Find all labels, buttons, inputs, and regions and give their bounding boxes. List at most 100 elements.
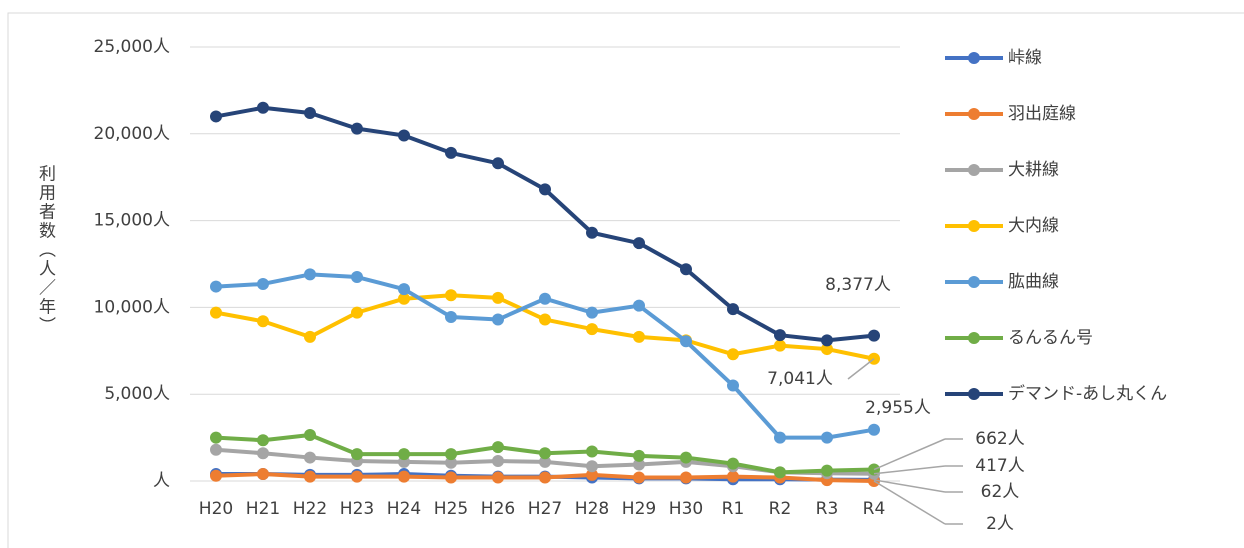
legend-marker [968,276,980,288]
data-point [633,449,645,462]
data-point [868,329,880,342]
data-point [633,237,645,250]
data-point [257,468,269,481]
x-tick-label: R3 [816,499,839,519]
x-tick-label: H23 [340,499,374,519]
x-tick-label: H24 [387,499,421,519]
data-point [539,447,551,460]
data-point [633,299,645,312]
x-tick-label: R1 [722,499,745,519]
legend-marker [968,164,980,176]
data-point [257,277,269,290]
data-point [727,470,739,483]
x-tick-label: H29 [622,499,656,519]
data-point [774,339,786,352]
data-point [539,292,551,305]
data-point [351,306,363,319]
legend-marker [968,388,980,400]
y-tick-label: 20,000人 [94,124,170,144]
y-tick-label: 15,000人 [94,211,170,231]
data-point [398,292,410,305]
data-point [774,466,786,479]
legend-label: 肱曲線 [1008,272,1059,292]
x-tick-label: H28 [575,499,609,519]
data-point [351,271,363,284]
legend-marker [968,52,980,64]
data-point [398,129,410,142]
data-point [633,330,645,343]
x-tick-label: R2 [769,499,792,519]
data-point [680,471,692,484]
data-point [821,343,833,356]
data-point [210,469,222,482]
legend-marker [968,332,980,344]
data-point [539,183,551,196]
data-point [304,451,316,464]
data-point [210,431,222,444]
data-point [586,323,598,336]
data-point [351,448,363,461]
data-point [586,460,598,473]
data-label: 62人 [981,482,1020,502]
data-point [445,310,457,323]
data-label: 2,955人 [865,398,931,418]
x-tick-label: H30 [669,499,703,519]
data-point [445,471,457,484]
data-point [539,455,551,468]
data-label: 662人 [975,429,1024,449]
legend-label: 羽出庭線 [1008,104,1076,124]
data-point [492,313,504,326]
data-point [210,280,222,293]
legend-marker [968,220,980,232]
data-point [633,458,645,471]
data-point [868,423,880,436]
data-point [680,335,692,348]
data-point [821,334,833,347]
data-label: 7,041人 [767,369,833,389]
series-line [215,105,875,343]
data-point [727,348,739,361]
x-tick-label: H25 [434,499,468,519]
data-point [774,329,786,342]
chart-frame [7,12,1244,548]
data-point [445,448,457,461]
x-tick-label: H27 [528,499,562,519]
data-point [257,447,269,460]
data-point [304,470,316,483]
data-point [445,146,457,159]
data-point [680,263,692,276]
data-label: 417人 [975,456,1024,476]
x-tick-label: H20 [199,499,233,519]
data-point [257,101,269,114]
data-point [210,110,222,123]
data-point [210,306,222,319]
data-point [210,443,222,456]
label-leader [873,479,946,493]
data-point [492,157,504,170]
data-point [351,122,363,135]
data-point [304,330,316,343]
legend-label: るんるん号 [1008,328,1093,348]
data-point [586,226,598,239]
y-tick-label: 人 [153,471,170,491]
legend-marker [968,108,980,120]
data-point [257,315,269,328]
data-point [633,471,645,484]
data-point [492,441,504,454]
legend-label: デマンド-あし丸くん [1008,383,1167,404]
data-point [492,455,504,468]
data-point [304,428,316,441]
data-point [586,445,598,458]
label-leader [873,480,946,525]
y-tick-label: 25,000人 [94,37,170,57]
data-point [398,448,410,461]
label-leader [873,438,946,471]
data-point [821,464,833,477]
legend-label: 峠線 [1008,48,1042,68]
data-point [304,268,316,281]
data-point [680,451,692,464]
data-point [492,471,504,484]
data-point [398,470,410,483]
x-tick-label: H26 [481,499,515,519]
